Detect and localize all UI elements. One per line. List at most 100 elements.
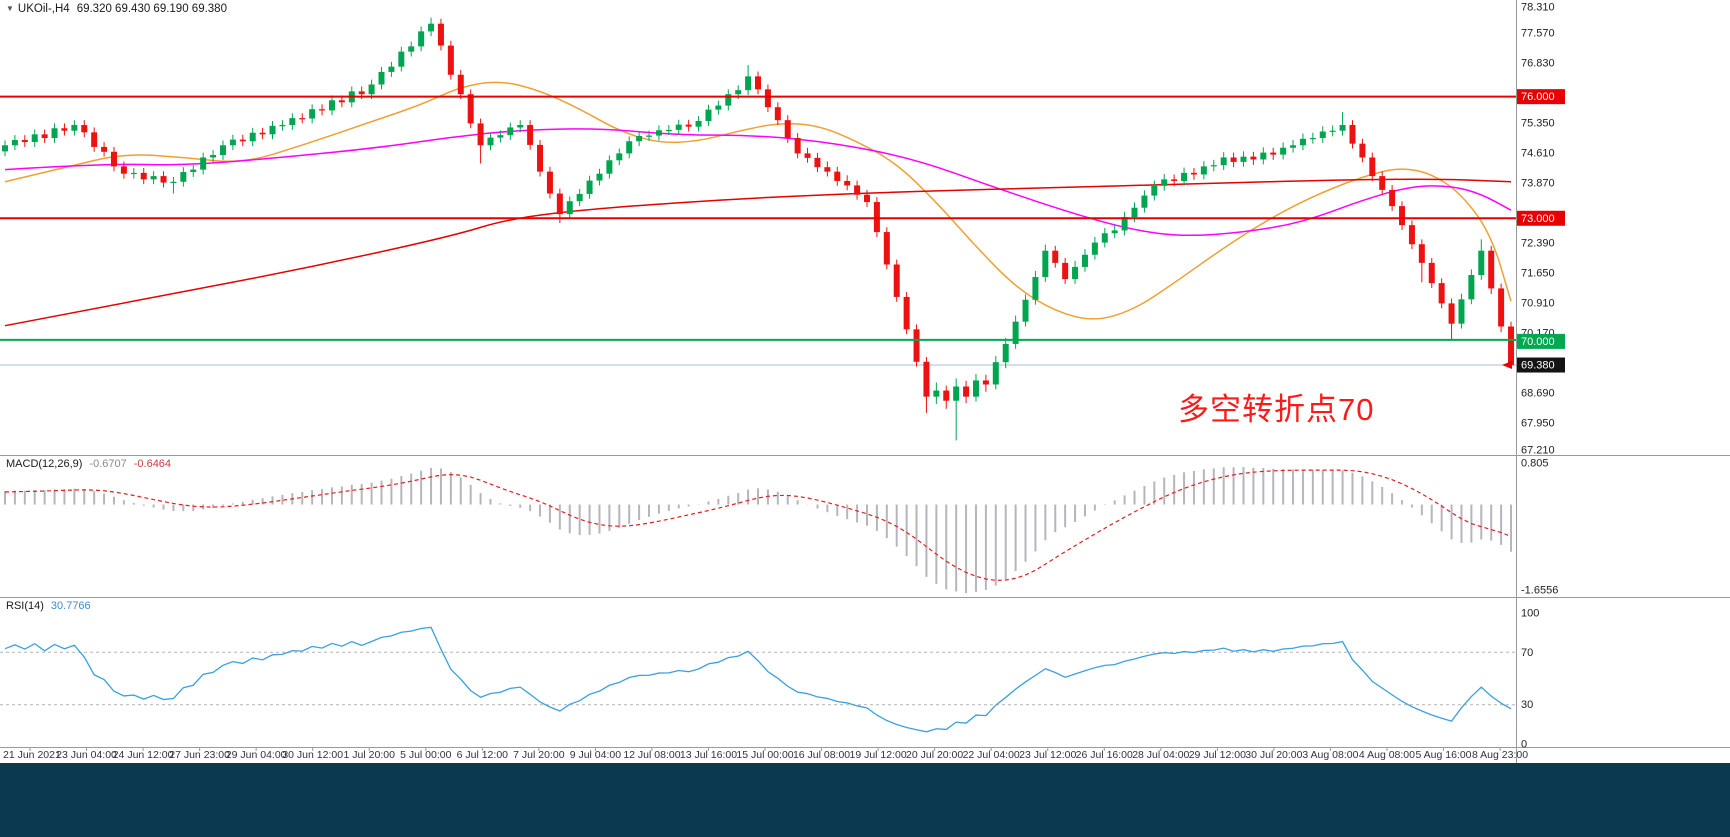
candle-body <box>903 296 910 330</box>
candle-body <box>774 107 781 121</box>
time-axis-label: 4 Aug 08:00 <box>1359 749 1415 761</box>
price-label-box <box>1517 357 1565 373</box>
candle-body <box>834 171 841 181</box>
candle-body <box>309 109 316 119</box>
candle-body <box>1171 179 1178 181</box>
candle-body <box>893 264 900 297</box>
candle-body <box>844 180 851 186</box>
macd-indicator-name: MACD(12,26,9) <box>6 458 83 470</box>
price-tick-label: 71.650 <box>1521 267 1555 279</box>
candle-body <box>140 172 147 180</box>
time-axis-label: 19 Jul 12:00 <box>849 749 906 761</box>
time-axis-label: 3 Aug 08:00 <box>1302 749 1358 761</box>
candle-body <box>91 132 98 147</box>
candle-body <box>358 91 365 95</box>
candle-body <box>1488 250 1495 289</box>
candle-body <box>279 125 286 127</box>
candle-body <box>1091 242 1098 255</box>
candle-body <box>1309 137 1316 140</box>
time-axis-label: 7 Jul 20:00 <box>513 749 565 761</box>
price-tick-label: 78.310 <box>1521 2 1555 14</box>
candle-body <box>1111 230 1118 234</box>
candle-body <box>1151 185 1158 196</box>
candle-body <box>1190 172 1197 175</box>
price-label-box-text: 73.000 <box>1521 213 1555 225</box>
candle-body <box>1220 157 1227 166</box>
candle-body <box>31 134 38 143</box>
candle-body <box>517 125 524 128</box>
collapse-arrow-icon[interactable]: ▼ <box>6 4 14 13</box>
candle-body <box>1339 125 1346 131</box>
time-axis-label: 22 Jul 04:00 <box>963 749 1020 761</box>
current-price-arrow <box>1502 361 1512 369</box>
candle-body <box>378 71 385 85</box>
rsi-axis-label: 100 <box>1521 608 1539 620</box>
candle-body <box>259 132 266 135</box>
candle-body <box>1270 152 1277 155</box>
candle-body <box>725 94 732 106</box>
candle-body <box>695 120 702 127</box>
ohlc-values: 69.320 69.430 69.190 69.380 <box>76 3 227 15</box>
candle-body <box>1359 143 1366 158</box>
candle-body <box>1508 326 1515 366</box>
ma-fast-orange <box>4 81 1512 320</box>
candle-body <box>239 139 246 142</box>
ma-slow-red <box>4 178 1512 327</box>
price-tick-label: 73.870 <box>1521 177 1555 189</box>
candle-body <box>963 386 970 397</box>
candle-body <box>1408 225 1415 245</box>
candle-body <box>190 169 197 173</box>
candle-body <box>81 125 88 133</box>
candle-body <box>170 181 177 183</box>
candle-body <box>1478 250 1485 276</box>
ma-mid-magenta <box>4 128 1512 237</box>
candle-body <box>428 23 435 32</box>
time-axis-label: 21 Jun 2021 <box>3 749 61 761</box>
rsi-line <box>4 626 1512 733</box>
candle-body <box>556 193 563 215</box>
candle-body <box>388 66 395 72</box>
candle-body <box>1121 217 1128 231</box>
price-label-box-text: 69.380 <box>1521 360 1555 372</box>
chart-canvas[interactable]: 78.310 77.570 76.830 75.350 74.610 73.870 72.3… <box>0 0 1730 763</box>
candle-body <box>675 124 682 130</box>
candle-body <box>537 144 544 172</box>
time-axis-label: 24 Jun 12:00 <box>113 749 174 761</box>
candle-body <box>1230 157 1237 162</box>
candle-body <box>1032 277 1039 300</box>
time-axis-label: 5 Jul 00:00 <box>400 749 452 761</box>
time-axis-label: 8 Aug 23:00 <box>1472 749 1528 761</box>
rsi-indicator-name: RSI(14) <box>6 600 44 612</box>
candle-body <box>1438 283 1445 304</box>
candle-body <box>1349 125 1356 144</box>
candle-body <box>368 84 375 95</box>
candle-body <box>11 140 18 146</box>
rsi-indicator-label: RSI(14) 30.7766 <box>6 600 98 612</box>
chart-panel[interactable]: 78.310 77.570 76.830 75.350 74.610 73.870 72.3… <box>0 0 1730 763</box>
candle-body <box>1072 266 1079 280</box>
candle-body <box>527 125 534 145</box>
candle-body <box>457 74 464 95</box>
price-label-box <box>1517 210 1565 226</box>
candle-body <box>269 125 276 135</box>
price-tick-label: 68.690 <box>1521 387 1555 399</box>
candle-body <box>854 185 861 195</box>
candle-body <box>1448 303 1455 324</box>
candle-body <box>1081 254 1088 267</box>
candle-body <box>1002 343 1009 363</box>
candle-body <box>418 31 425 47</box>
candle-body <box>398 51 405 67</box>
chart-annotation-text[interactable]: 多空转折点70 <box>1178 392 1375 427</box>
bottom-bar <box>0 763 1730 837</box>
candle-body <box>51 128 58 138</box>
macd-axis-label: -1.6556 <box>1521 584 1558 596</box>
candle-body <box>1161 179 1168 186</box>
candle-body <box>1369 157 1376 177</box>
candle-body <box>1399 206 1406 226</box>
candle-body <box>972 380 979 397</box>
time-axis-label: 16 Jul 08:00 <box>793 749 850 761</box>
candle-body <box>616 153 623 161</box>
macd-signal-line <box>4 469 1512 581</box>
price-label-box-text: 70.000 <box>1521 336 1555 348</box>
